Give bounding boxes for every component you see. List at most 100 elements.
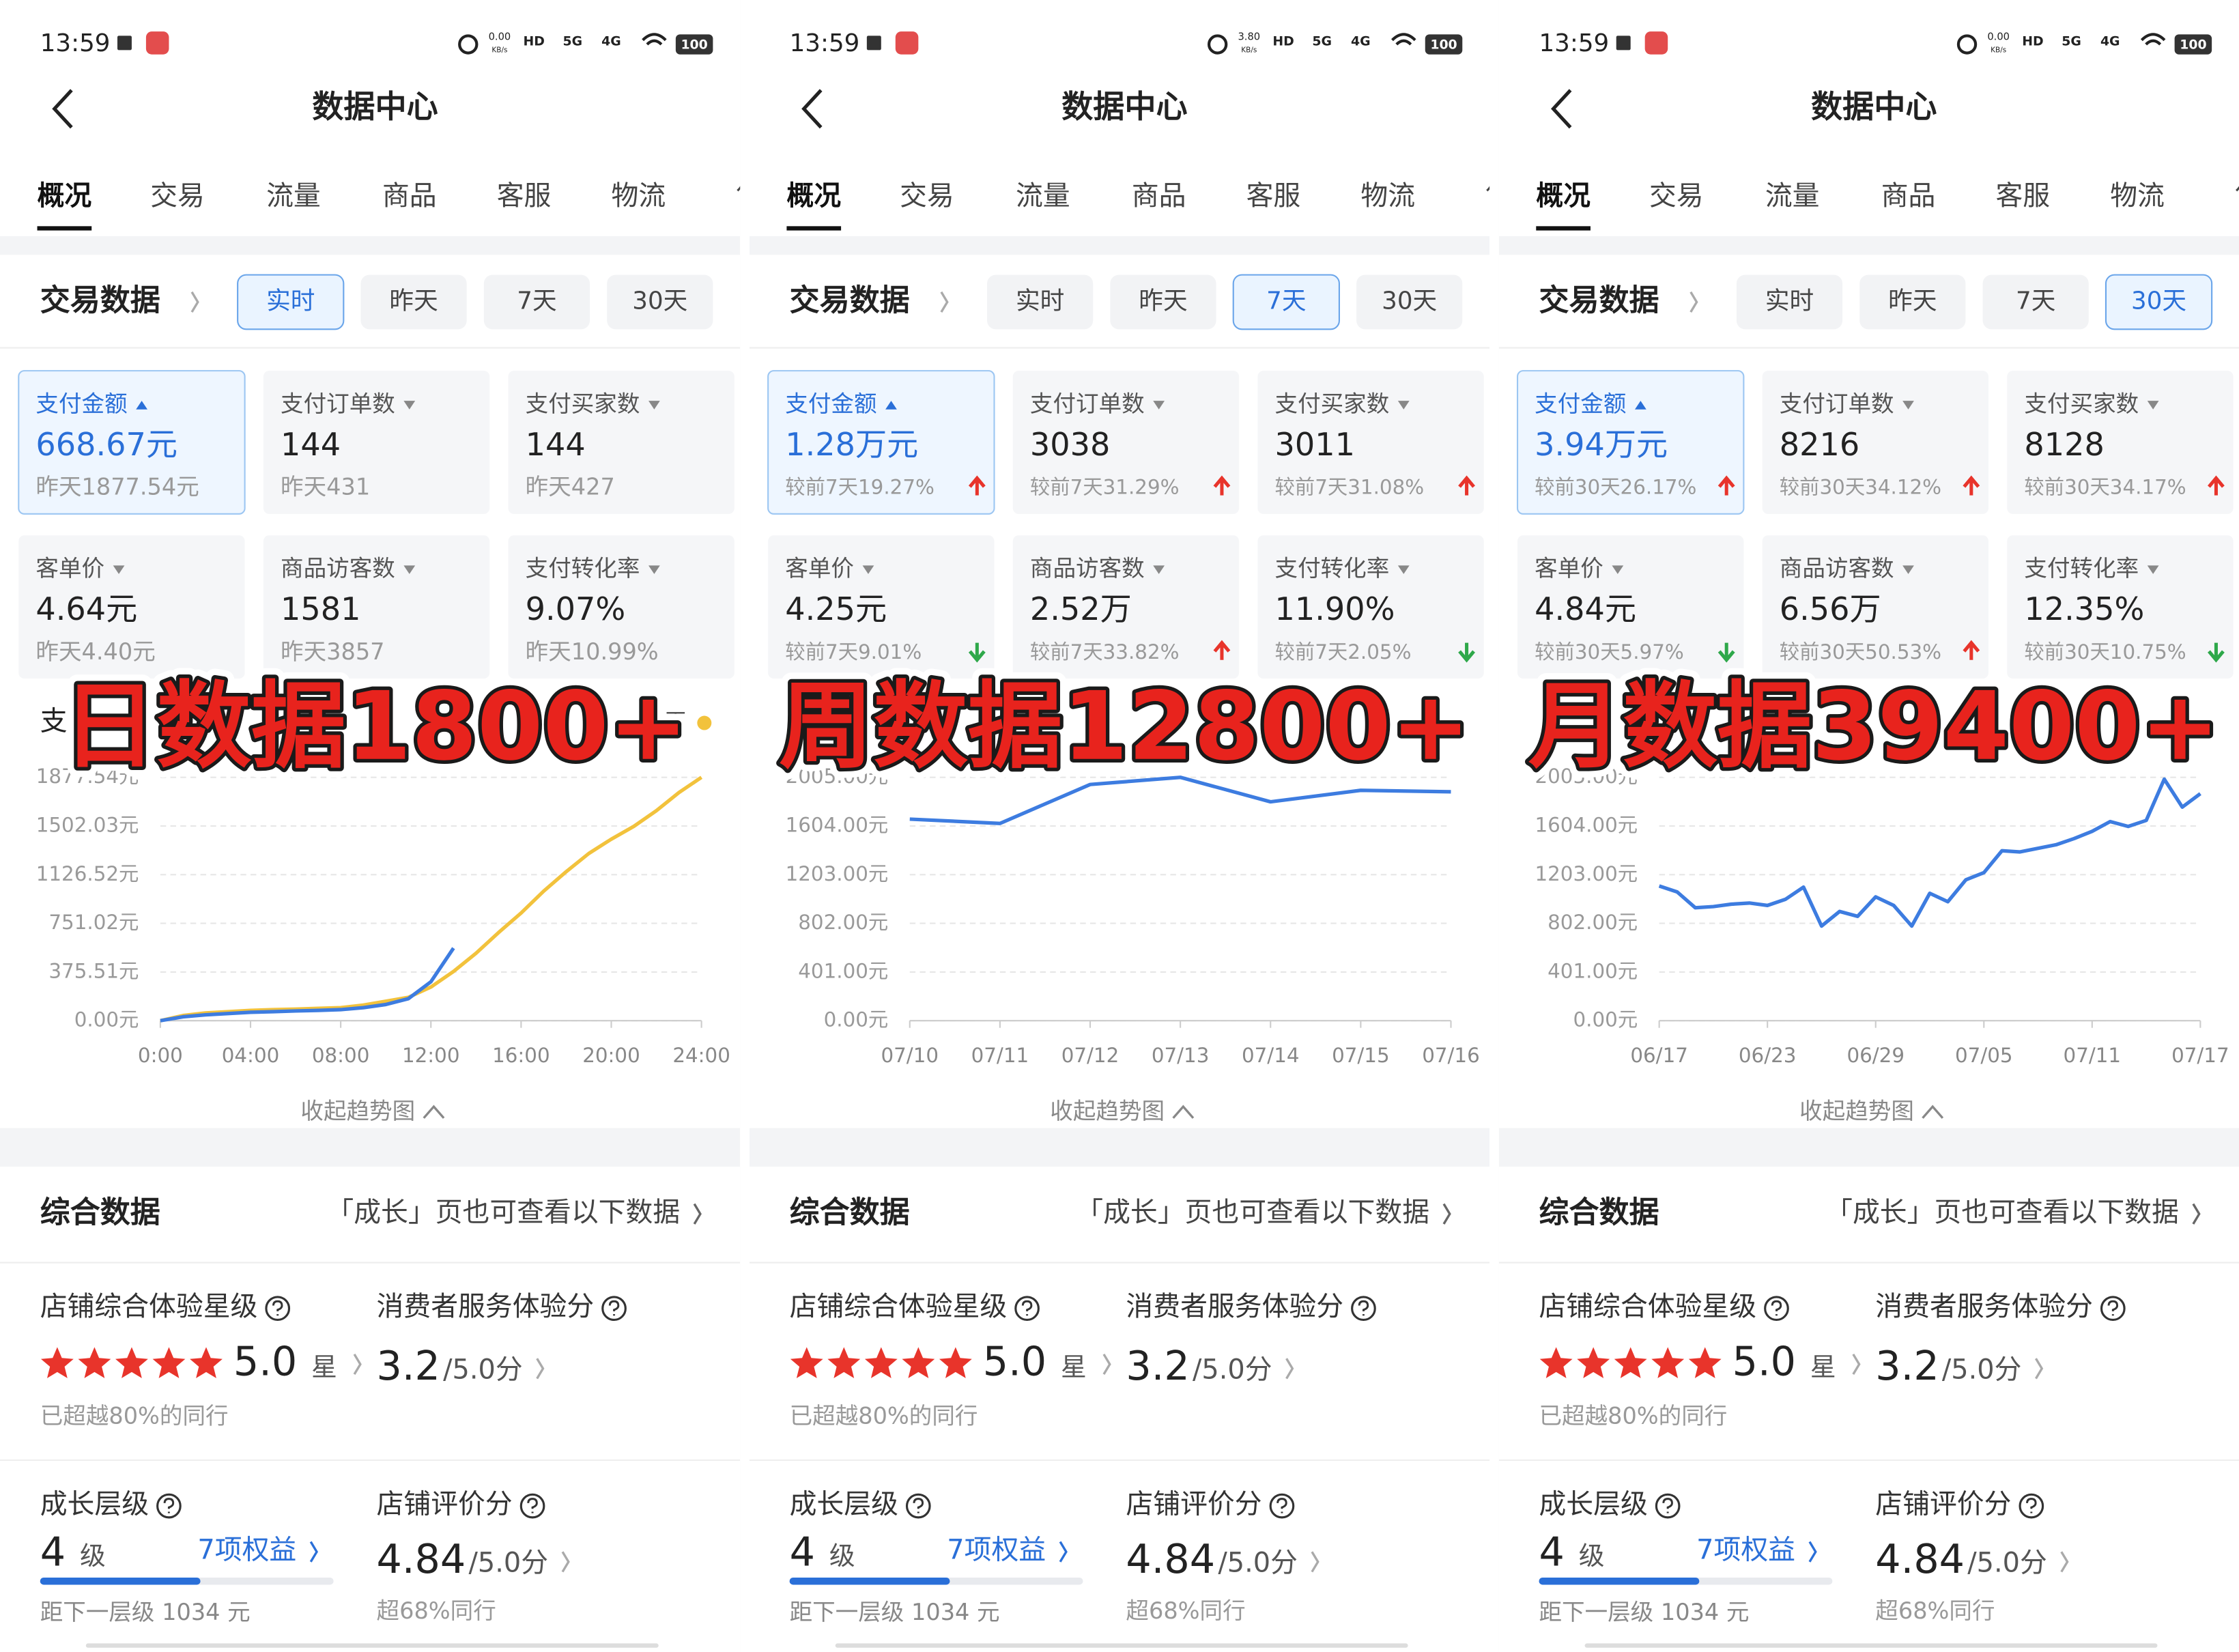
period-button[interactable] xyxy=(237,274,345,330)
period-button[interactable] xyxy=(607,274,713,330)
star xyxy=(790,1347,823,1378)
tab[interactable]: 概况 xyxy=(786,180,841,212)
tab[interactable]: 交易 xyxy=(900,180,954,212)
metric-card[interactable] xyxy=(18,535,245,679)
period-button[interactable] xyxy=(1982,274,2089,330)
tab[interactable]: 客服 xyxy=(497,180,552,212)
level-progress xyxy=(1539,1577,1700,1585)
metric-card[interactable] xyxy=(1257,371,1484,514)
period-button[interactable] xyxy=(1356,274,1463,330)
period-label[interactable]: 昨天 xyxy=(389,287,438,315)
tab[interactable]: 物流 xyxy=(1360,180,1415,212)
tab[interactable]: 交易 xyxy=(1649,180,1704,212)
collapse-toggle[interactable]: 收起趋势图 xyxy=(1050,1098,1165,1124)
metric-card[interactable] xyxy=(263,535,490,679)
level-benefit[interactable]: 7项权益 xyxy=(1696,1535,1795,1566)
overlay-halo: 日数据1800+ xyxy=(62,672,687,782)
score-unit: /5.0分 xyxy=(1942,1354,2022,1385)
metric-card[interactable] xyxy=(1257,535,1484,679)
y-tick-label: 1877.54元 xyxy=(36,765,139,788)
metric-value: 3038 xyxy=(1030,426,1110,463)
back-button[interactable] xyxy=(52,89,73,129)
period-button[interactable] xyxy=(1232,274,1340,330)
period-label[interactable]: 实时 xyxy=(1765,287,1814,315)
legend-label: 昨天 xyxy=(642,709,687,735)
score-value: 5.0 xyxy=(233,1339,297,1385)
tab[interactable]: 物流 xyxy=(612,180,666,212)
wifi-icon xyxy=(2140,33,2166,46)
y-tick-label: 0.00元 xyxy=(74,1008,139,1031)
y-tick-label: 751.02元 xyxy=(48,911,139,934)
metric-value: 3011 xyxy=(1275,426,1355,463)
metric-card[interactable] xyxy=(1012,371,1240,514)
metric-card[interactable] xyxy=(767,370,995,515)
metric-card[interactable] xyxy=(18,370,246,515)
metric-card[interactable] xyxy=(768,535,995,679)
net-speed: 3.80 xyxy=(1238,31,1260,43)
alarm-icon xyxy=(1956,34,1978,55)
period-button[interactable] xyxy=(987,274,1094,330)
tab[interactable]: 商品 xyxy=(382,180,437,212)
period-label[interactable]: 实时 xyxy=(1016,287,1064,315)
metric-card[interactable] xyxy=(1517,535,1744,679)
tab[interactable]: 商品 xyxy=(1132,180,1186,212)
tab[interactable]: 售 xyxy=(1485,180,1513,212)
score-unit: /5.0分 xyxy=(443,1354,523,1385)
tab[interactable]: 售 xyxy=(2235,180,2239,212)
level-unit: 级 xyxy=(80,1541,106,1571)
tab[interactable]: 客服 xyxy=(1995,180,2050,212)
collapse-toggle[interactable]: 收起趋势图 xyxy=(1799,1098,1914,1124)
tab[interactable]: 交易 xyxy=(150,180,205,212)
page-title: 数据中心 xyxy=(312,88,438,125)
tab[interactable]: 流量 xyxy=(1016,180,1070,212)
tab[interactable]: 客服 xyxy=(1246,180,1301,212)
metric-compare: 较前30天34.12% xyxy=(1780,476,1941,499)
period-label[interactable]: 7天 xyxy=(2016,287,2055,315)
score-note: 已超越80%的同行 xyxy=(1539,1403,1727,1429)
metric-value: 2.52万 xyxy=(1030,590,1132,627)
period-label[interactable]: 实时 xyxy=(266,287,315,315)
overview-card xyxy=(1498,1167,2239,1652)
tab[interactable]: 物流 xyxy=(2110,180,2165,212)
level-benefit[interactable]: 7项权益 xyxy=(197,1535,296,1566)
level-benefit[interactable]: 7项权益 xyxy=(947,1535,1046,1566)
tab[interactable]: 流量 xyxy=(1765,180,1820,212)
period-label[interactable]: 30天 xyxy=(2131,287,2186,315)
collapse-toggle[interactable]: 收起趋势图 xyxy=(300,1098,415,1124)
metric-card[interactable] xyxy=(508,371,735,514)
help-icon-mark xyxy=(527,1498,538,1513)
back-button[interactable] xyxy=(1551,89,1572,129)
period-label[interactable]: 30天 xyxy=(1382,287,1437,315)
period-label[interactable]: 30天 xyxy=(632,287,687,315)
metric-card[interactable] xyxy=(1762,371,1988,514)
metric-card[interactable] xyxy=(2007,371,2234,514)
help-icon xyxy=(1764,1296,1789,1322)
period-label[interactable]: 昨天 xyxy=(1888,287,1937,315)
back-button[interactable] xyxy=(801,89,823,129)
metric-value: 8216 xyxy=(1780,426,1859,463)
metric-card[interactable] xyxy=(263,371,490,514)
tab[interactable]: 流量 xyxy=(266,180,321,212)
metric-dropdown xyxy=(2147,401,2159,410)
metric-card[interactable] xyxy=(508,535,735,679)
period-button[interactable] xyxy=(1110,274,1216,330)
legend-dot xyxy=(697,715,712,730)
period-button[interactable] xyxy=(2105,274,2213,330)
period-button[interactable] xyxy=(1859,274,1966,330)
period-button[interactable] xyxy=(483,274,590,330)
tab[interactable]: 商品 xyxy=(1881,180,1936,212)
period-button[interactable] xyxy=(360,274,467,330)
metric-card[interactable] xyxy=(1516,370,1745,515)
metric-card[interactable] xyxy=(2007,535,2234,679)
metric-card[interactable] xyxy=(1762,535,1988,679)
period-label[interactable]: 7天 xyxy=(1266,287,1306,315)
metric-dropdown xyxy=(862,565,874,574)
tab[interactable]: 售 xyxy=(736,180,763,212)
x-tick-label: 07/10 xyxy=(881,1044,939,1067)
period-label[interactable]: 7天 xyxy=(517,287,556,315)
tab[interactable]: 概况 xyxy=(1536,180,1591,212)
period-button[interactable] xyxy=(1736,274,1843,330)
tab[interactable]: 概况 xyxy=(38,180,92,212)
period-label[interactable]: 昨天 xyxy=(1139,287,1187,315)
metric-card[interactable] xyxy=(1012,535,1240,679)
